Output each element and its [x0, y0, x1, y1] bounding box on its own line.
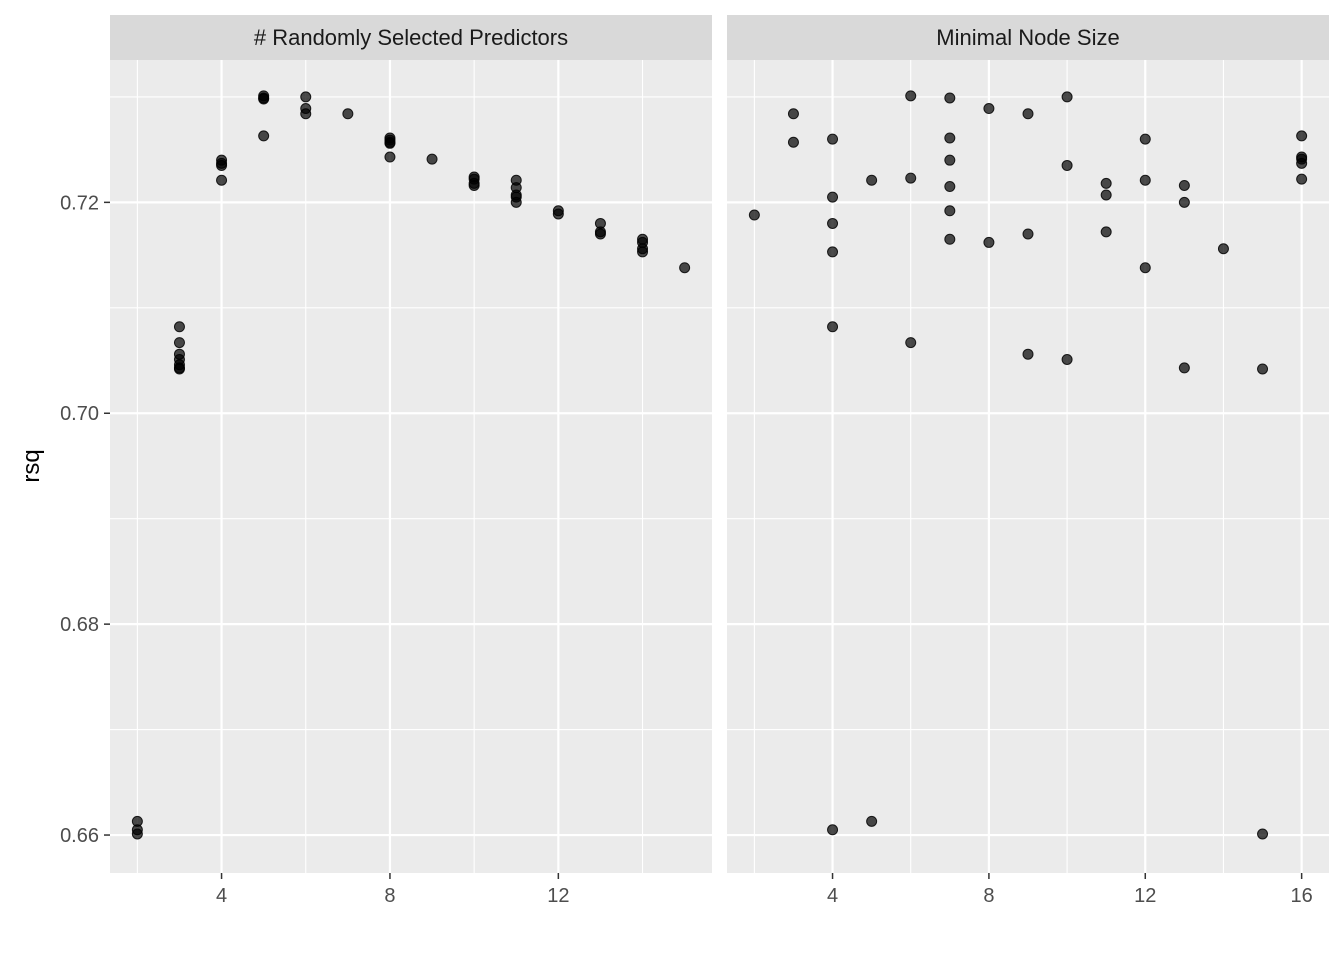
data-point — [787, 108, 799, 120]
strip-background — [727, 15, 1329, 60]
strip-title: # Randomly Selected Predictors — [254, 25, 568, 50]
data-point — [637, 246, 649, 258]
data-points — [748, 90, 1308, 840]
data-point — [905, 90, 917, 102]
data-point — [1257, 363, 1269, 375]
y-axis-title: rsq — [18, 449, 45, 482]
data-point — [594, 228, 606, 240]
y-tick-label: 0.70 — [60, 403, 99, 425]
data-point — [258, 130, 270, 142]
data-point — [426, 153, 438, 165]
data-point — [1061, 91, 1073, 103]
data-point — [787, 136, 799, 148]
x-tick-label: 8 — [384, 885, 395, 907]
data-point — [468, 179, 480, 191]
x-tick-label: 8 — [983, 885, 994, 907]
data-point — [216, 174, 228, 186]
data-point — [827, 321, 839, 333]
data-point — [983, 103, 995, 115]
data-point — [866, 815, 878, 827]
grid-lines — [727, 60, 1329, 873]
data-point — [1296, 157, 1308, 169]
data-point — [1100, 189, 1112, 201]
data-point — [131, 828, 143, 840]
data-point — [1178, 362, 1190, 374]
x-axis: 4 8 12 16 — [827, 873, 1313, 907]
data-point — [1139, 262, 1151, 274]
data-point — [1022, 228, 1034, 240]
data-point — [827, 824, 839, 836]
data-point — [866, 174, 878, 186]
data-point — [1100, 226, 1112, 238]
x-tick-label: 12 — [547, 885, 569, 907]
data-point — [216, 159, 228, 171]
data-point — [827, 246, 839, 258]
panel-background — [110, 60, 712, 873]
data-point — [905, 337, 917, 349]
strip-background — [110, 15, 712, 60]
data-point — [1296, 130, 1308, 142]
facet-panel-predictors: # Randomly Selected Predictors 4 8 12 0.66… — [60, 15, 712, 907]
y-tick-label: 0.66 — [60, 825, 99, 847]
data-point — [1178, 179, 1190, 191]
data-point — [1257, 828, 1269, 840]
data-point — [1100, 177, 1112, 189]
y-axis: 0.66 0.68 0.70 0.72 — [60, 192, 110, 847]
data-point — [1178, 196, 1190, 208]
x-tick-label: 4 — [216, 885, 227, 907]
strip-title: Minimal Node Size — [936, 25, 1119, 50]
data-point — [1217, 243, 1229, 255]
data-point — [944, 132, 956, 144]
y-tick-label: 0.68 — [60, 614, 99, 636]
data-point — [300, 91, 312, 103]
x-tick-label: 12 — [1134, 885, 1156, 907]
data-point — [173, 363, 185, 375]
grid-lines — [110, 60, 712, 873]
data-point — [384, 137, 396, 149]
data-point — [827, 191, 839, 203]
data-point — [1022, 348, 1034, 360]
y-tick-label: 0.72 — [60, 192, 99, 214]
panel-background — [727, 60, 1329, 873]
data-point — [173, 321, 185, 333]
facet-panel-node-size: Minimal Node Size 4 8 12 16 — [727, 15, 1329, 907]
data-point — [173, 337, 185, 349]
data-point — [1022, 108, 1034, 120]
data-point — [1061, 353, 1073, 365]
data-point — [679, 262, 691, 274]
data-point — [905, 172, 917, 184]
data-point — [944, 181, 956, 193]
data-point — [258, 93, 270, 105]
data-point — [827, 217, 839, 229]
data-point — [944, 154, 956, 166]
x-axis: 4 8 12 — [216, 873, 569, 907]
data-point — [1139, 174, 1151, 186]
data-point — [1139, 133, 1151, 145]
data-points — [131, 90, 691, 840]
data-point — [1061, 159, 1073, 171]
data-point — [510, 196, 522, 208]
x-tick-label: 4 — [827, 885, 838, 907]
data-point — [342, 108, 354, 120]
data-point — [748, 209, 760, 221]
data-point — [300, 108, 312, 120]
data-point — [944, 233, 956, 245]
data-point — [1296, 173, 1308, 185]
data-point — [827, 133, 839, 145]
data-point — [944, 205, 956, 217]
data-point — [944, 92, 956, 104]
data-point — [552, 208, 564, 220]
x-tick-label: 16 — [1291, 885, 1313, 907]
data-point — [384, 151, 396, 163]
data-point — [983, 236, 995, 248]
